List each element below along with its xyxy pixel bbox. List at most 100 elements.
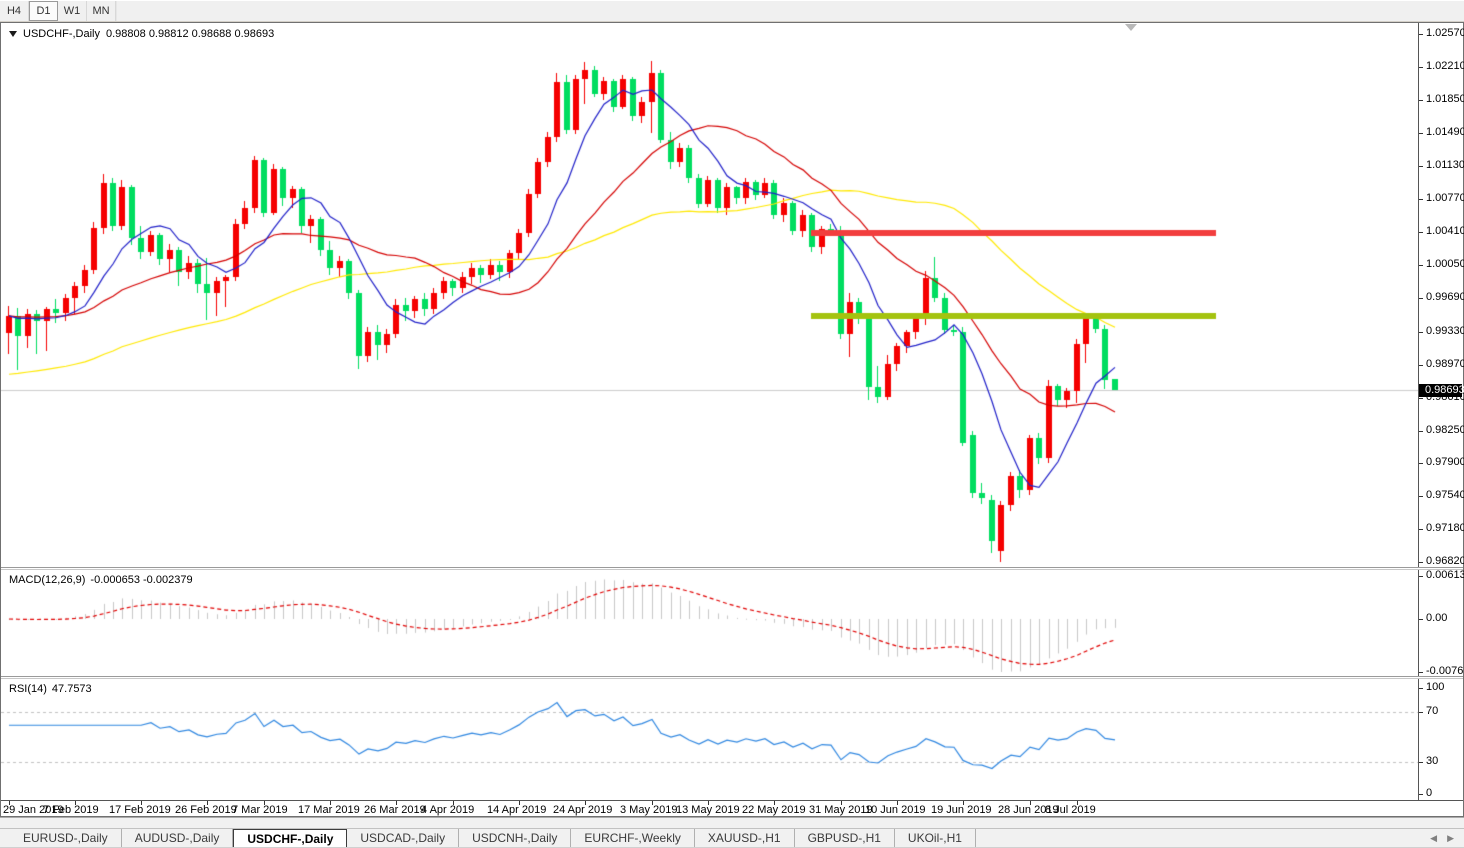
rsi-label: RSI(14) 47.7573 — [9, 683, 92, 695]
price-axis-label: 1.02570 — [1419, 27, 1464, 39]
chart-ohlc-values: 0.98808 0.98812 0.98688 0.98693 — [106, 28, 275, 40]
chart-tab-audusd-daily[interactable]: AUDUSD-,Daily — [122, 829, 234, 847]
timeframe-button-w1[interactable]: W1 — [58, 1, 87, 21]
date-tick — [75, 801, 76, 805]
date-axis-label: 24 Apr 2019 — [553, 804, 613, 816]
price-axis[interactable]: 0.98693 1.02570 1.02210 1.01850 1.01490 1.01… — [1418, 23, 1464, 567]
date-tick — [585, 801, 586, 805]
macd-canvas[interactable] — [1, 570, 1418, 676]
chart-tab-usdchf-daily[interactable]: USDCHF-,Daily — [233, 829, 348, 847]
pane-splitter[interactable] — [1, 676, 1463, 679]
date-axis-label: 7 Feb 2019 — [43, 804, 99, 816]
date-axis-label: 29 Jan 2019 — [3, 804, 64, 816]
date-tick — [141, 801, 142, 805]
current-price-tag: 0.98693 — [1419, 383, 1464, 397]
price-axis-label: 0.97180 — [1419, 521, 1464, 534]
date-axis-label: 14 Apr 2019 — [487, 804, 547, 816]
chart-tab-bar: EURUSD-,Daily AUDUSD-,Daily USDCHF-,Daily U… — [0, 829, 1464, 848]
price-axis-label: 1.01850 — [1419, 93, 1464, 106]
date-tick — [207, 801, 208, 805]
rsi-pane: RSI(14) 47.7573 100 70 30 0 — [1, 679, 1463, 800]
timeframe-toolbar: H4 D1 W1 MN — [0, 0, 1464, 22]
tab-scroll-left-icon[interactable]: ◀ — [1430, 832, 1438, 843]
price-axis-label: 1.00410 — [1419, 225, 1464, 238]
rsi-axis-label: 70 — [1418, 705, 1439, 717]
chart-symbol-label: USDCHF-,Daily — [23, 28, 100, 40]
date-tick — [774, 801, 775, 805]
date-axis-label: 31 May 2019 — [809, 804, 873, 816]
date-tick — [264, 801, 265, 805]
price-axis-label: 0.97540 — [1419, 488, 1464, 501]
date-axis-label: 26 Mar 2019 — [364, 804, 426, 816]
date-axis[interactable]: 29 Jan 2019 7 Feb 2019 17 Feb 2019 26 Feb 2… — [1, 800, 1463, 816]
main-plot-area[interactable]: USDCHF-,Daily 0.98808 0.98812 0.98688 0.… — [1, 23, 1418, 567]
date-axis-label: 22 May 2019 — [742, 804, 806, 816]
date-tick — [396, 801, 397, 805]
price-axis-label: 1.02210 — [1419, 60, 1464, 73]
date-tick — [963, 801, 964, 805]
chart-title: USDCHF-,Daily 0.98808 0.98812 0.98688 0.… — [9, 28, 274, 40]
price-axis-label: 1.01490 — [1419, 126, 1464, 139]
chart-window: USDCHF-,Daily 0.98808 0.98812 0.98688 0.… — [0, 22, 1464, 817]
date-axis-label: 10 Jun 2019 — [865, 804, 926, 816]
rsi-axis-label: 30 — [1418, 755, 1439, 767]
rsi-axis-label: 0 — [1418, 787, 1433, 799]
date-axis-label: 8 Jul 2019 — [1045, 804, 1096, 816]
rsi-axis[interactable]: 100 70 30 0 — [1418, 679, 1461, 800]
rsi-name: RSI(14) — [9, 683, 47, 695]
date-axis-label: 28 Jun 2019 — [998, 804, 1059, 816]
macd-axis[interactable]: 0.00613 0.00 -0.007612 — [1418, 569, 1464, 677]
timeframe-button-mn[interactable]: MN — [87, 1, 116, 21]
price-axis-label: 0.98970 — [1419, 357, 1464, 370]
date-tick — [841, 801, 842, 805]
price-axis-label: 0.98250 — [1419, 423, 1464, 436]
chart-tab-usdcnh-daily[interactable]: USDCNH-,Daily — [459, 829, 572, 847]
rsi-plot-area[interactable]: RSI(14) 47.7573 — [1, 679, 1418, 800]
price-axis-label: 0.99330 — [1419, 324, 1464, 337]
date-axis-label: 17 Feb 2019 — [109, 804, 171, 816]
date-tick — [652, 801, 653, 805]
date-axis-label: 19 Jun 2019 — [931, 804, 992, 816]
autoscroll-marker-icon[interactable] — [1125, 24, 1137, 31]
main-price-pane: USDCHF-,Daily 0.98808 0.98812 0.98688 0.… — [1, 23, 1464, 567]
date-tick — [519, 801, 520, 805]
date-axis-label: 3 May 2019 — [620, 804, 678, 816]
horizontal-scrollbar[interactable] — [0, 817, 1464, 829]
macd-label: MACD(12,26,9) -0.000653 -0.002379 — [9, 574, 193, 586]
chart-tab-xauusd-h1[interactable]: XAUUSD-,H1 — [695, 829, 795, 847]
chart-tab-gbpusd-h1[interactable]: GBPUSD-,H1 — [795, 829, 895, 847]
date-tick — [330, 801, 331, 805]
date-axis-label: 26 Feb 2019 — [175, 804, 237, 816]
price-chart-canvas[interactable] — [1, 23, 1418, 567]
chart-menu-triangle-icon[interactable] — [9, 31, 17, 37]
date-axis-label: 7 Mar 2019 — [232, 804, 288, 816]
timeframe-button-d1[interactable]: D1 — [29, 1, 58, 21]
date-tick — [1030, 801, 1031, 805]
price-axis-label: 1.00770 — [1419, 192, 1464, 205]
date-tick — [453, 801, 454, 805]
price-axis-label: 0.99690 — [1419, 291, 1464, 304]
toolbar-spacer — [116, 1, 1464, 21]
macd-axis-label: -0.007612 — [1419, 665, 1464, 677]
tab-scroll-right-icon[interactable]: ▶ — [1447, 832, 1454, 843]
chart-tab-ukoil-h1[interactable]: UKOil-,H1 — [895, 829, 976, 847]
date-tick — [1077, 801, 1078, 805]
macd-axis-label: 0.00613 — [1419, 569, 1464, 582]
chart-tab-eurchf-weekly[interactable]: EURCHF-,Weekly — [571, 829, 695, 847]
date-tick — [708, 801, 709, 805]
macd-values: -0.000653 -0.002379 — [90, 574, 193, 586]
date-tick — [9, 801, 10, 805]
date-tick — [897, 801, 898, 805]
chart-tab-eurusd-daily[interactable]: EURUSD-,Daily — [10, 829, 122, 847]
macd-plot-area[interactable]: MACD(12,26,9) -0.000653 -0.002379 — [1, 570, 1418, 676]
pane-splitter[interactable] — [1, 567, 1463, 570]
tab-scroll-arrows: ◀ ▶ — [1430, 829, 1464, 847]
macd-pane: MACD(12,26,9) -0.000653 -0.002379 0.0061… — [1, 569, 1464, 677]
price-axis-label: 1.01130 — [1419, 159, 1464, 172]
date-axis-label: 17 Mar 2019 — [298, 804, 360, 816]
timeframe-button-h4[interactable]: H4 — [0, 1, 29, 21]
price-axis-label: 0.97900 — [1419, 455, 1464, 468]
chart-tab-usdcad-daily[interactable]: USDCAD-,Daily — [347, 829, 460, 847]
date-axis-label: 13 May 2019 — [676, 804, 740, 816]
rsi-canvas[interactable] — [1, 679, 1418, 800]
